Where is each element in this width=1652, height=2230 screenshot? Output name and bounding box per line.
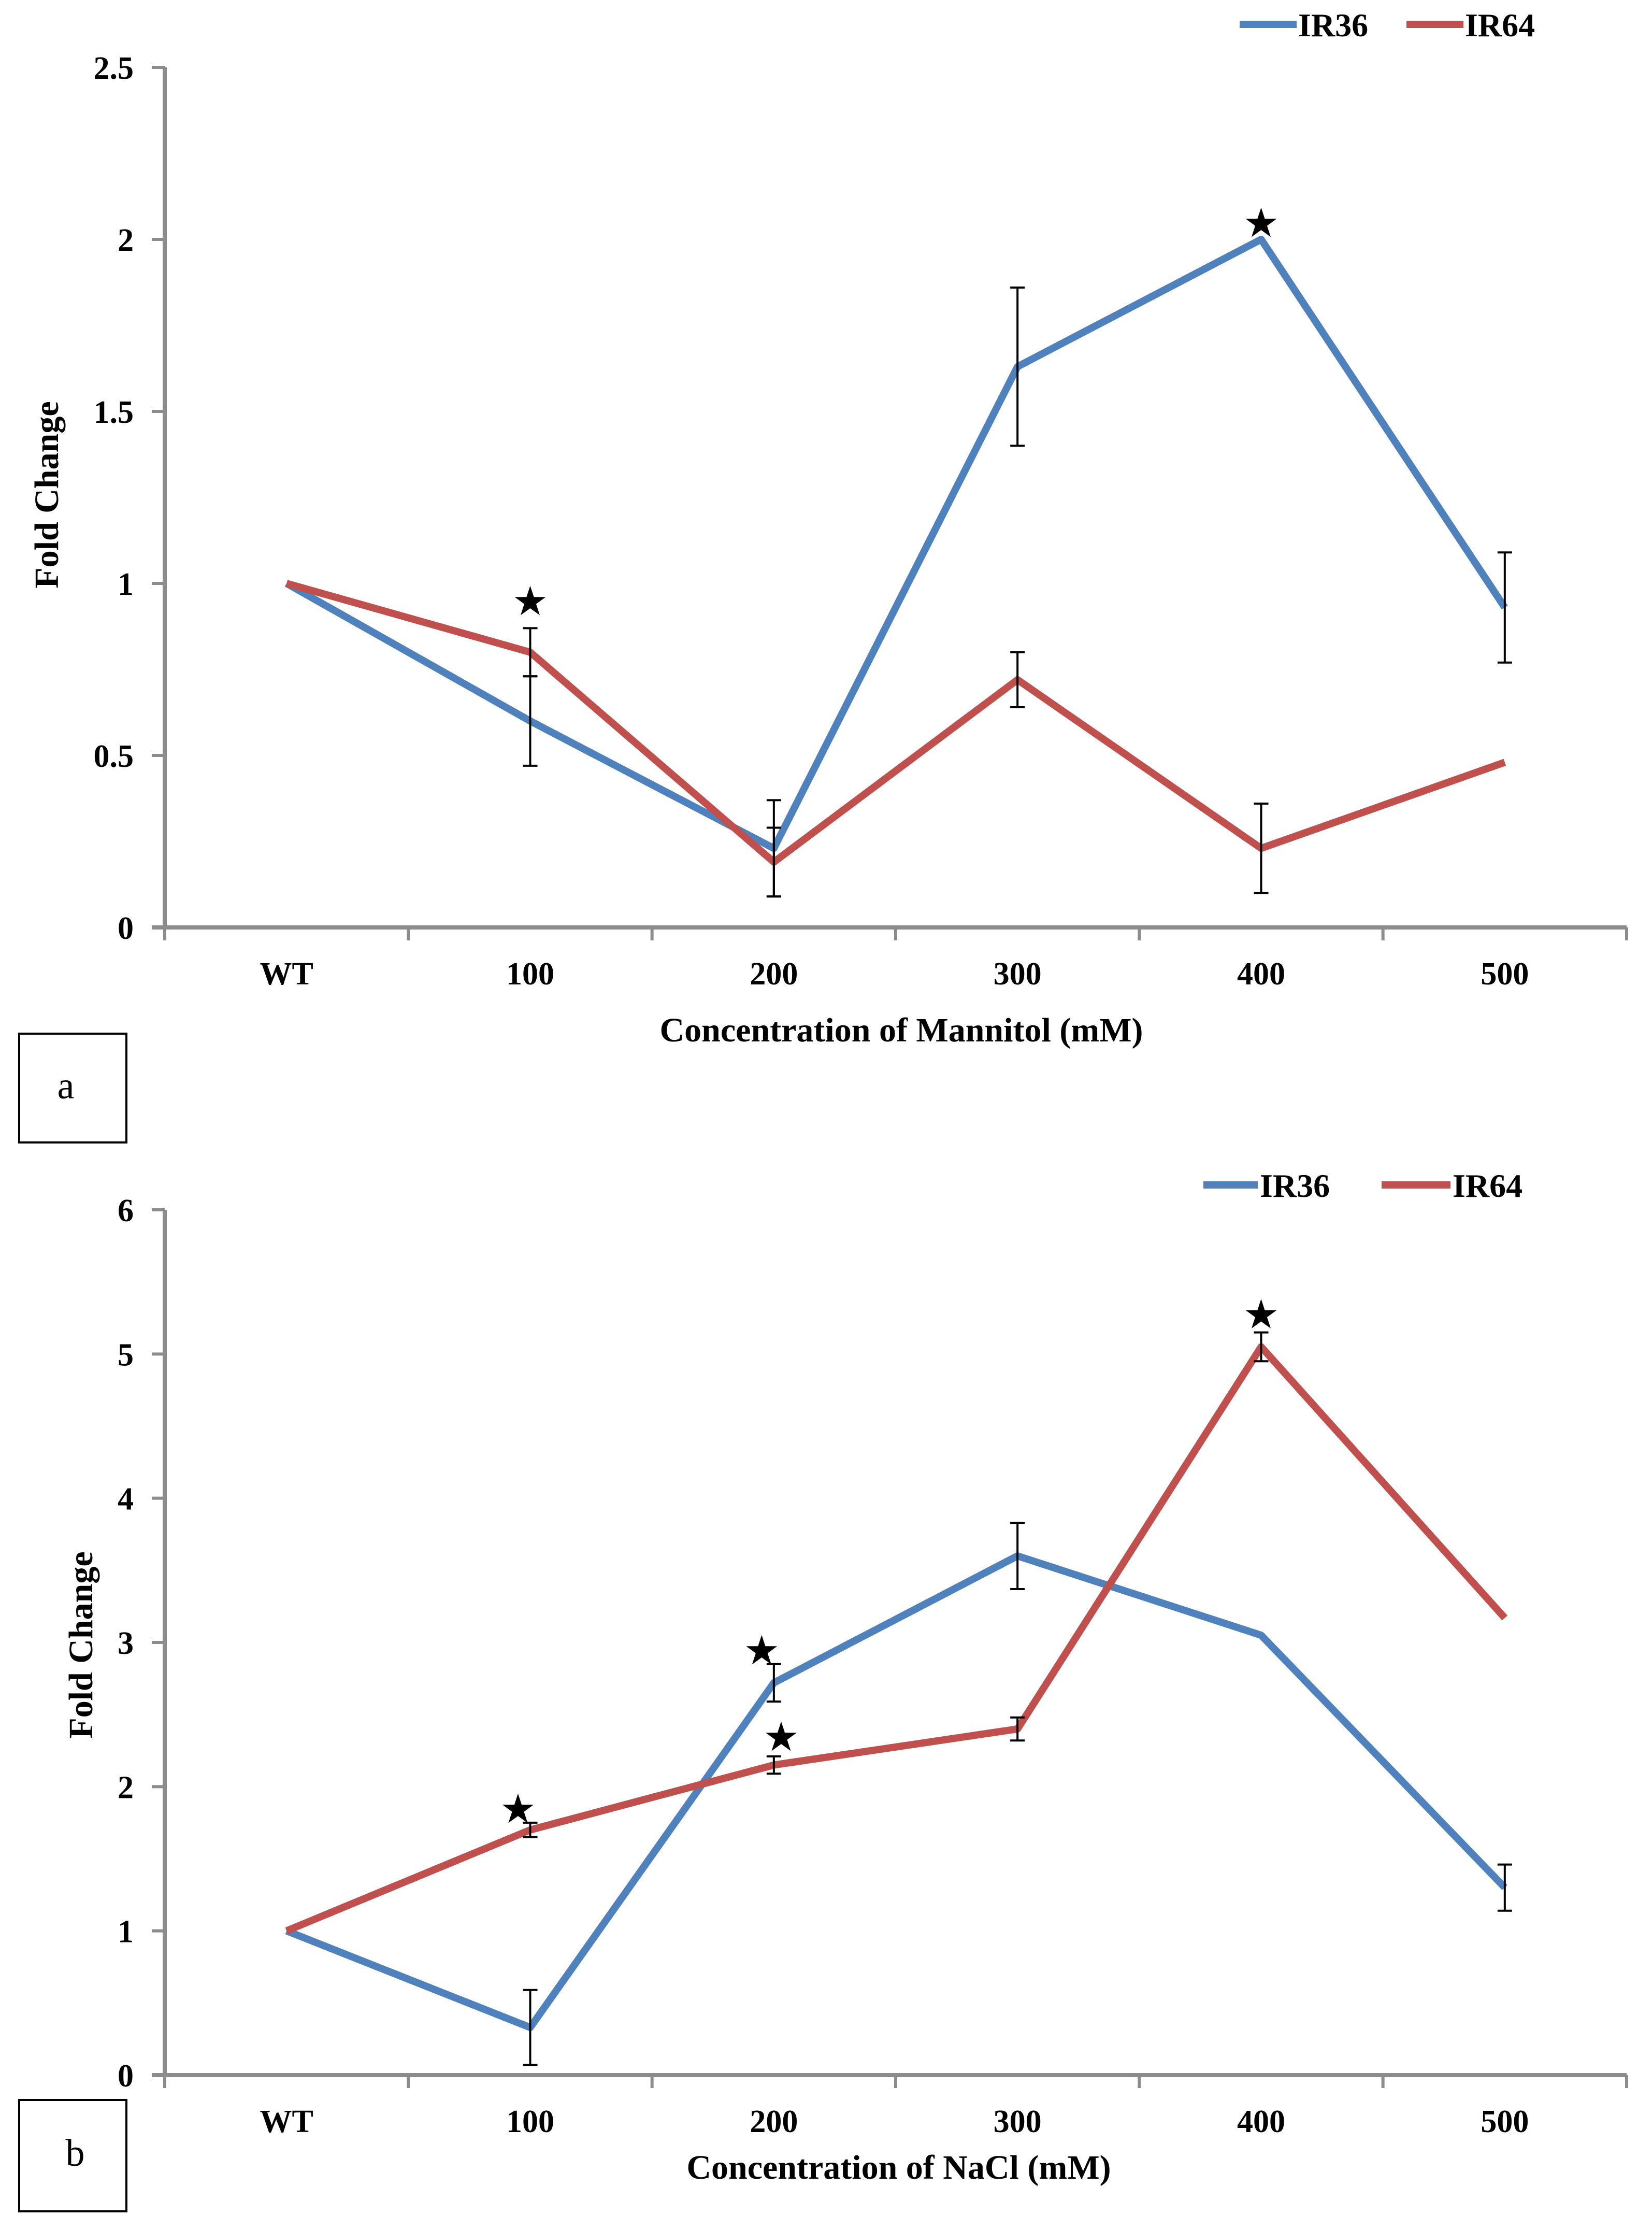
y-tick-label: 0 (118, 2059, 134, 2094)
significance-star: ★ (763, 1714, 799, 1761)
error-bar-ir64 (766, 1755, 781, 1775)
legend-label-ir64: IR64 (1453, 1167, 1522, 1204)
x-tick-label: 400 (1237, 956, 1285, 992)
significance-star: ★ (512, 578, 549, 625)
legend: IR36 IR64 (1203, 1167, 1522, 1204)
series-line-ir64 (285, 1343, 1508, 1935)
error-bar-ir64 (1010, 1716, 1025, 1742)
error-bar-ir64 (1254, 1331, 1269, 1363)
error-bar-ir64 (523, 627, 538, 678)
error-bar-ir36 (766, 1663, 781, 1703)
legend-label-ir36: IR36 (1298, 7, 1368, 44)
x-tick-label: 300 (994, 956, 1042, 992)
panel-label: a (58, 1065, 75, 1107)
x-axis-title: Concentration of Mannitol (mM) (659, 1011, 1143, 1049)
x-tick-label: 100 (506, 956, 554, 992)
y-tick-label: 5 (118, 1337, 134, 1373)
panel-label-box (18, 1033, 127, 1143)
series-line-ir64 (285, 580, 1506, 866)
y-axis-title: Fold Change (62, 1551, 100, 1738)
y-tick-label: 2.5 (94, 51, 134, 86)
error-bar-ir64 (766, 826, 781, 898)
x-tick-label: WT (260, 956, 313, 992)
series-line-ir36 (284, 236, 1508, 852)
panel-label: b (66, 2132, 85, 2175)
x-tick-label: 200 (750, 2104, 798, 2139)
y-tick-label: 1 (118, 567, 134, 602)
error-bar-ir64 (1010, 651, 1025, 709)
y-tick-label: 1.5 (94, 395, 134, 430)
y-tick-label: 3 (118, 1626, 134, 1661)
significance-star: ★ (1243, 1291, 1280, 1338)
legend-label-ir36: IR36 (1260, 1167, 1330, 1204)
significance-star: ★ (1243, 200, 1280, 247)
x-tick-label: WT (260, 2104, 313, 2139)
y-tick-label: 2 (118, 223, 134, 258)
error-bar-ir36 (523, 1989, 538, 2066)
x-tick-label: 500 (1481, 2104, 1529, 2139)
legend-label-ir64: IR64 (1465, 7, 1535, 44)
y-tick-label: 1 (118, 1914, 134, 1950)
chart-panel-b: IR36 IR64 Fold Change Concentration of N… (18, 1167, 1628, 2212)
error-bar-ir36 (1497, 1863, 1512, 1912)
x-tick-label: 500 (1481, 956, 1529, 992)
panel-label-box (18, 2099, 127, 2212)
y-axis-title: Fold Change (28, 401, 66, 588)
error-bar-ir36 (1497, 551, 1512, 664)
y-tick-label: 4 (118, 1482, 134, 1517)
legend: IR36 IR64 (1240, 7, 1535, 44)
error-bar-ir36 (1010, 1521, 1025, 1591)
y-tick-label: 0 (118, 911, 134, 946)
x-tick-label: 200 (750, 956, 798, 992)
y-tick-label: 6 (118, 1193, 134, 1228)
y-tick-label: 2 (118, 1770, 134, 1805)
significance-star: ★ (500, 1786, 536, 1833)
y-tick-label: 0.5 (94, 739, 134, 774)
x-tick-label: 100 (506, 2104, 554, 2139)
x-axis-title: Concentration of NaCl (mM) (686, 2149, 1111, 2186)
series-line-ir36 (285, 1552, 1507, 2032)
error-bar-ir64 (523, 1821, 538, 1838)
x-tick-label: 400 (1237, 2104, 1285, 2139)
error-bar-ir64 (1254, 802, 1269, 894)
error-bar-ir36 (1010, 286, 1025, 447)
x-tick-label: 300 (994, 2104, 1042, 2139)
significance-star: ★ (743, 1627, 780, 1674)
chart-panel-a: IR36 IR64 Fold Change Concentration of M… (18, 7, 1628, 1143)
